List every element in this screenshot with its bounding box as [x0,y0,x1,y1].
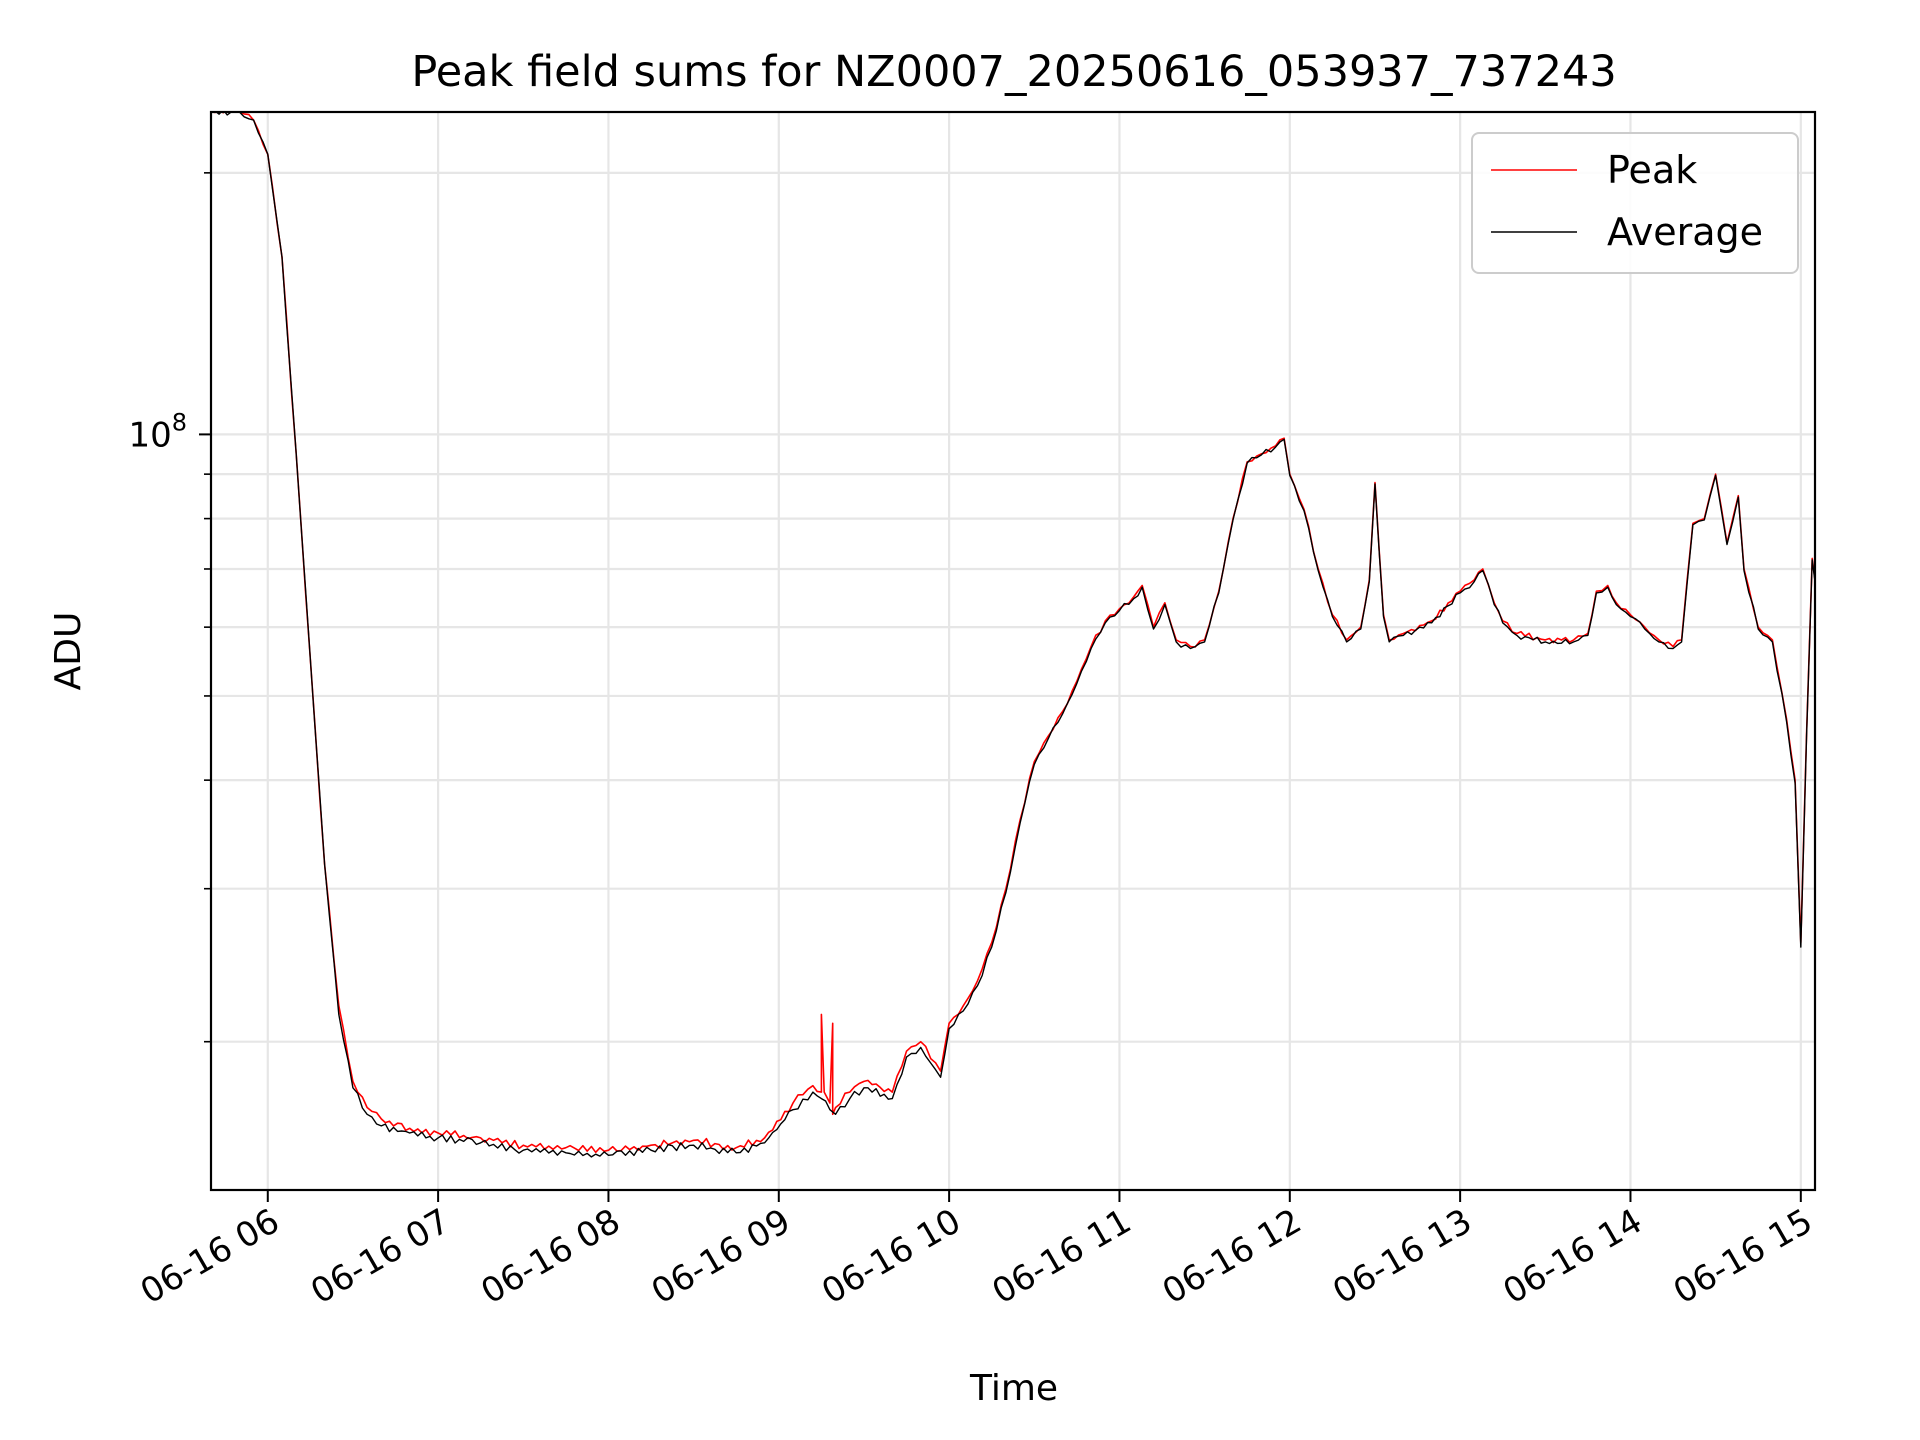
plot-area [211,112,1815,1158]
chart-title-text: Peak field sums for NZ0007_20250616_0539… [411,47,1616,97]
legend-label-peak: Peak [1607,148,1697,192]
x-axis-label: Time [969,1368,1058,1409]
series-line-peak [211,112,1815,1154]
x-tick-label: 06-16 12 [1156,1201,1308,1312]
chart-title: Peak field sums for NZ0007_20250616_0539… [411,47,1616,97]
legend: Peak Average [1471,132,1799,274]
x-tick-label: 06-16 13 [1326,1201,1478,1312]
legend-box [1471,132,1799,274]
x-tick-label: 06-16 08 [475,1201,627,1312]
series-group [211,112,1815,1158]
x-axis: 06-16 06 06-16 07 06-16 08 06-16 09 06-16 10… [134,1190,1819,1312]
y-axis-label: ADU [48,612,89,691]
x-tick-label: 06-16 06 [134,1201,286,1312]
x-tick-label: 06-16 10 [815,1201,967,1312]
x-tick-label: 06-16 09 [645,1201,797,1312]
series-line-average [211,112,1815,1158]
x-tick-label: 06-16 11 [986,1201,1138,1312]
y-axis: 108 [128,172,211,1043]
gridlines [211,112,1815,1190]
legend-label-average: Average [1607,210,1763,254]
x-tick-label: 06-16 07 [304,1201,456,1312]
x-tick-label: 06-16 14 [1497,1201,1649,1312]
x-tick-label: 06-16 15 [1667,1201,1819,1312]
y-tick-label: 108 [128,408,187,455]
plot-frame [209,110,1817,1192]
